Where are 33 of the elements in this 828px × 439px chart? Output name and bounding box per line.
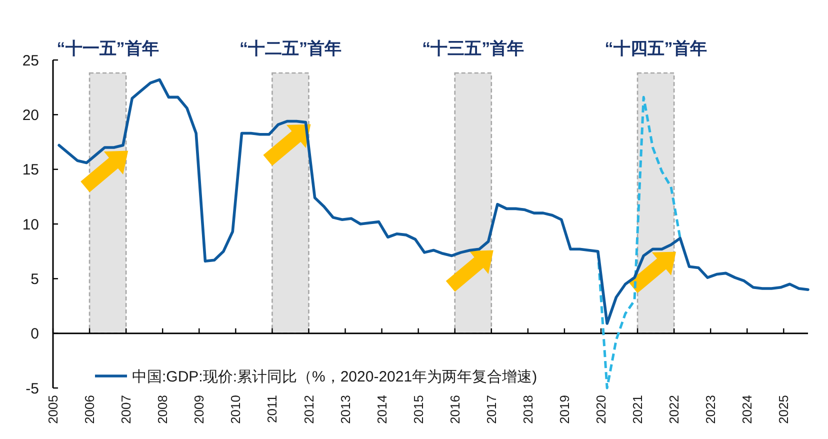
y-tick-label: 10 — [22, 216, 39, 234]
x-tick-label: 2021 — [630, 395, 646, 424]
x-tick-label: 2014 — [374, 395, 390, 424]
y-tick-label: 0 — [30, 326, 39, 343]
x-tick-label: 2009 — [192, 395, 207, 424]
band-label: “十四五”首年 — [604, 39, 707, 58]
y-tick-label: 25 — [22, 52, 39, 70]
x-tick-label: 2016 — [447, 395, 462, 424]
x-tick-label: 2023 — [703, 395, 718, 424]
x-tick-label: 2005 — [46, 395, 61, 424]
band-label: “十一五”首年 — [56, 39, 159, 58]
x-tick-label: 2017 — [484, 395, 499, 424]
x-tick-label: 2012 — [301, 395, 316, 424]
band-label: “十二五”首年 — [239, 39, 342, 58]
y-tick-label: 15 — [22, 162, 39, 179]
y-tick-label: -5 — [26, 380, 39, 398]
x-tick-label: 2013 — [338, 395, 353, 424]
x-tick-label: 2015 — [410, 395, 426, 424]
x-tick-label: 2018 — [520, 395, 536, 424]
y-tick-label: 5 — [30, 270, 39, 288]
x-tick-label: 2019 — [557, 395, 572, 424]
legend: 中国:GDP:现价:累计同比（%，2020-2021年为两年复合增速) — [95, 368, 538, 386]
x-tick-label: 2010 — [228, 395, 244, 424]
x-tick-label: 2025 — [776, 395, 792, 424]
x-tick-label: 2007 — [118, 395, 134, 424]
x-tick-label: 2024 — [740, 395, 755, 424]
x-tick-label: 2008 — [155, 395, 170, 424]
x-tick-label: 2020 — [594, 395, 609, 424]
x-tick-label: 2011 — [264, 395, 280, 423]
band-label: “十三五”首年 — [422, 39, 524, 58]
y-tick-label: 20 — [22, 106, 39, 124]
x-tick-label: 2006 — [82, 395, 98, 424]
x-tick-label: 2022 — [666, 395, 682, 424]
